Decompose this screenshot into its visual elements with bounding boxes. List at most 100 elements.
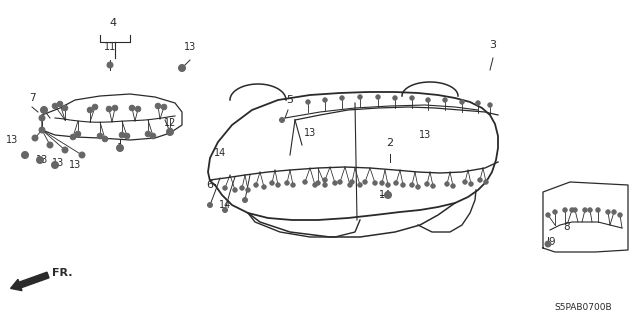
Circle shape [57, 101, 63, 107]
Circle shape [333, 181, 337, 185]
Text: 14: 14 [379, 190, 391, 200]
Circle shape [401, 183, 405, 187]
Circle shape [52, 103, 58, 109]
Circle shape [243, 197, 248, 203]
Circle shape [112, 105, 118, 111]
Circle shape [386, 183, 390, 187]
Text: 13: 13 [419, 130, 431, 140]
Circle shape [596, 208, 600, 212]
Circle shape [270, 181, 274, 185]
Circle shape [119, 132, 125, 138]
Text: 9: 9 [548, 237, 556, 247]
Text: 5: 5 [287, 95, 294, 105]
Circle shape [22, 152, 29, 159]
Text: 8: 8 [564, 222, 570, 232]
Circle shape [618, 213, 622, 217]
Text: 4: 4 [109, 18, 116, 28]
Circle shape [385, 191, 392, 198]
Circle shape [563, 208, 567, 212]
Text: 13: 13 [304, 128, 316, 138]
Circle shape [553, 210, 557, 214]
Circle shape [350, 180, 354, 184]
Circle shape [116, 145, 124, 152]
Text: 7: 7 [29, 93, 35, 103]
Circle shape [348, 183, 352, 187]
Circle shape [488, 103, 492, 107]
Circle shape [254, 183, 258, 187]
Circle shape [612, 210, 616, 214]
Circle shape [431, 184, 435, 188]
Circle shape [276, 183, 280, 187]
Circle shape [36, 157, 44, 164]
Circle shape [606, 210, 610, 214]
Circle shape [358, 95, 362, 99]
Text: 6: 6 [207, 180, 214, 190]
Text: 13: 13 [69, 160, 81, 170]
Circle shape [233, 188, 237, 192]
Circle shape [40, 107, 47, 114]
Circle shape [124, 133, 130, 139]
Circle shape [155, 103, 161, 109]
Circle shape [570, 208, 574, 212]
Circle shape [39, 115, 45, 121]
Circle shape [323, 178, 327, 182]
Circle shape [129, 105, 135, 111]
Circle shape [380, 181, 384, 185]
Circle shape [70, 134, 76, 140]
Circle shape [166, 129, 173, 136]
Circle shape [410, 183, 414, 187]
Circle shape [393, 96, 397, 100]
Circle shape [62, 147, 68, 153]
Text: 14: 14 [214, 148, 226, 158]
Circle shape [468, 182, 473, 186]
Circle shape [573, 208, 577, 212]
Circle shape [106, 106, 112, 112]
Circle shape [588, 208, 592, 212]
Circle shape [223, 186, 227, 190]
Circle shape [394, 181, 398, 185]
Circle shape [280, 117, 285, 122]
Circle shape [246, 188, 250, 192]
Circle shape [167, 128, 173, 134]
Text: 13: 13 [52, 158, 64, 168]
Text: 13: 13 [184, 42, 196, 52]
Circle shape [291, 183, 295, 187]
Circle shape [316, 181, 320, 185]
Circle shape [262, 185, 266, 189]
Circle shape [323, 98, 327, 102]
Text: S5PAB0700B: S5PAB0700B [554, 303, 612, 312]
Circle shape [240, 186, 244, 190]
Circle shape [102, 136, 108, 142]
Circle shape [426, 98, 430, 102]
Circle shape [47, 142, 53, 148]
Circle shape [476, 101, 480, 105]
Circle shape [463, 180, 467, 184]
Circle shape [363, 180, 367, 184]
Circle shape [145, 131, 151, 137]
Circle shape [306, 100, 310, 104]
Circle shape [135, 106, 141, 112]
Circle shape [410, 96, 414, 100]
Text: 13: 13 [6, 135, 18, 145]
Circle shape [92, 104, 98, 110]
Circle shape [76, 131, 81, 137]
Circle shape [443, 98, 447, 102]
Circle shape [425, 182, 429, 186]
Circle shape [376, 95, 380, 99]
Circle shape [313, 183, 317, 187]
Text: FR.: FR. [52, 268, 72, 278]
Circle shape [478, 178, 482, 182]
Circle shape [179, 64, 186, 71]
Circle shape [445, 182, 449, 186]
Circle shape [39, 127, 45, 133]
Circle shape [358, 183, 362, 187]
Circle shape [303, 180, 307, 184]
Circle shape [338, 180, 342, 184]
Text: 2: 2 [387, 138, 394, 148]
Circle shape [340, 96, 344, 100]
Circle shape [416, 185, 420, 189]
Circle shape [161, 104, 167, 110]
Circle shape [484, 180, 488, 184]
Circle shape [150, 133, 156, 139]
Text: 1: 1 [116, 143, 124, 153]
